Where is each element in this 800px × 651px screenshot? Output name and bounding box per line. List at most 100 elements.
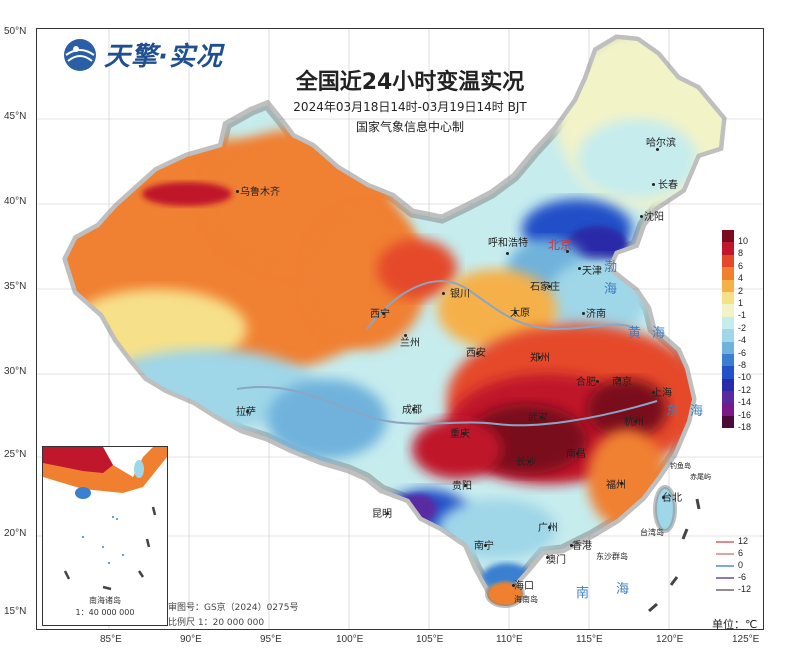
lat-label-40: 40°N [4,196,27,207]
legend-label: -14 [738,397,752,408]
lat-label-15: 15°N [4,606,27,617]
legend-label: 8 [738,248,744,259]
sea-dong-1: 东 [666,404,680,419]
lon-label-85: 85°E [100,634,122,645]
legend-label: -1 [738,310,747,321]
city-taiwan: 台湾岛 [640,528,664,537]
city-tianjin: 天津 [582,266,602,277]
lon-label-125: 125°E [732,634,760,645]
contour-legend-label: -6 [738,572,747,582]
legend-swatch [722,254,734,268]
city-yinchuan: 银川 [450,289,470,300]
legend-label: -12 [738,384,752,395]
legend-swatch [722,230,734,243]
city-changchun: 长春 [658,180,678,191]
brand-logo: 天擎·实况 [62,36,223,73]
city-xining: 西宁 [370,309,390,320]
lon-label-90: 90°E [180,634,202,645]
city-hangzhou: 杭州 [624,417,644,428]
map-canvas [36,28,764,630]
city-wuhan: 武汉 [528,413,548,424]
city-changsha: 长沙 [516,457,536,468]
legend-swatch [722,403,734,416]
map-organization: 国家气象信息中心制 [355,120,464,134]
legend-label: 6 [738,260,744,271]
legend-label: 10 [738,236,749,246]
city-hongkong: 香港 [572,541,592,552]
legend-label: -8 [738,360,747,370]
contour-legend-label: 6 [738,548,744,558]
yellow-river [366,280,638,331]
inset-map [43,447,167,591]
legend-swatch [722,291,734,305]
sea-bohai-2: 海 [604,282,618,297]
legend-label: -2 [738,322,747,333]
legend-label: -6 [738,347,747,358]
map-subtitle: 2024年03月18日14时-03月19日14时 BJT [293,100,527,114]
city-diaoyu: 钓鱼岛 [670,462,691,470]
map-approval-number: 审图号：GS京（2024）0275号 [168,603,299,613]
lon-label-105: 105°E [416,634,444,645]
city-kunming: 昆明 [372,509,392,520]
contour-legend-line [716,589,734,591]
legend-swatch [722,316,734,330]
city-shanghai: 上海 [652,388,672,399]
city-hefei: 合肥 [576,377,596,388]
city-dongsha: 东沙群岛 [596,552,628,561]
contour-legend-line [716,541,734,543]
legend-swatch [722,391,734,404]
logo-text: 天擎·实况 [104,42,223,72]
unit-label: 单位：℃ [712,618,758,631]
city-hainan: 海南岛 [514,595,538,604]
city-shenyang: 沈阳 [644,212,664,223]
legend-label: -18 [738,422,752,432]
legend-swatch [722,353,734,367]
lat-label-35: 35°N [4,281,27,292]
map-title: 全国近24小时变温实况 [295,70,525,95]
lat-label-45: 45°N [4,111,27,122]
lon-label-120: 120°E [656,634,684,645]
sea-huang-2: 海 [652,326,666,341]
legend-swatch [722,415,734,429]
taiwan-island [653,485,677,533]
inset-scale: 1：40 000 000 [75,608,135,617]
legend-swatch [722,378,734,392]
city-nanchang: 南昌 [566,449,586,460]
contour-legend-line [716,565,734,567]
map-scale: 比例尺 1：20 000 000 [168,618,265,628]
city-nanjing: 南京 [612,377,632,388]
sea-bohai-1: 渤 [604,260,618,275]
legend-swatch [722,267,734,280]
city-beijing: 北京 [548,238,573,252]
city-guangzhou: 广州 [538,523,558,534]
legend-swatch [722,304,734,317]
globe-icon [64,38,96,71]
sea-huang-1: 黄 [628,326,642,341]
lon-label-110: 110°E [496,634,523,645]
lon-label-115: 115°E [576,634,603,645]
sea-nan-1: 南 [576,586,590,601]
city-zhengzhou: 郑州 [530,353,550,364]
city-harbin: 哈尔滨 [646,138,676,149]
city-xian: 西安 [466,348,486,359]
lat-label-25: 25°N [4,449,27,460]
lat-label-30: 30°N [4,366,27,377]
city-guiyang: 贵阳 [452,481,472,492]
sea-nan-2: 海 [616,582,630,597]
city-jinan: 济南 [586,309,606,320]
city-taipei: 台北 [662,493,682,504]
city-macau: 澳门 [546,555,566,566]
city-taiyuan: 太原 [510,308,530,319]
legend-swatch [722,279,734,292]
legend-label: 2 [738,285,744,296]
inset-title: 南海诸岛 [89,596,121,605]
legend-label: -16 [738,409,752,420]
city-urumqi: 乌鲁木齐 [240,187,280,198]
title-block: 全国近24小时变温实况 2024年03月18日14时-03月19日14时 BJT… [240,64,580,135]
city-lhasa: 拉萨 [236,407,256,418]
lat-label-50: 50°N [4,26,27,37]
boundary-dashes [648,498,701,613]
sea-dong-2: 海 [690,404,704,419]
temperature-field [67,39,722,589]
